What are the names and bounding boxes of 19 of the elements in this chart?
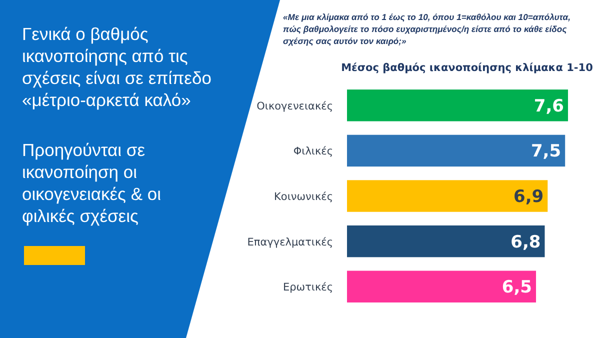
x-axis-title: Μέσος βαθμός ικανοποίησης κλίμακα 1-10	[341, 62, 593, 74]
y-tick-label: Επαγγελματικές	[247, 236, 333, 248]
text: Γενικά ο βαθμός ικανοποίησης από τις σχέσεις είναι σε επίπεδο «μέτριο-αρκετά καλό»	[22, 24, 212, 110]
y-tick-label: Κοινωνικές	[274, 191, 333, 203]
bar	[347, 270, 536, 302]
y-tick-label: Ερωτικές	[283, 282, 333, 294]
y-tick-label: Φιλικές	[293, 146, 333, 158]
data-label: 6,5	[502, 278, 532, 298]
data-label: 6,8	[510, 232, 541, 252]
data-label: 7,5	[530, 142, 562, 162]
data-label: 7,6	[534, 96, 564, 116]
bar	[347, 134, 566, 167]
data-label: 6,9	[514, 187, 544, 207]
bar	[347, 180, 548, 212]
y-tick-label: Οικογενειακές	[256, 100, 333, 112]
text: «Με μια κλίμακα από το 1 έως το 10, όπου 1=καθόλου και 10=απόλυτα, πώς βαθμολογείτε το πόσο ευχαριστημένος/η είστε από το κάθε είδος σχέσης σας αυτόν τον καιρό;»	[283, 12, 571, 46]
bar	[347, 90, 568, 122]
bar	[347, 225, 545, 258]
text: Προηγούνται σε ικανοποίηση οι οικογενειακές & οι φιλικές σχέσεις	[22, 140, 162, 226]
